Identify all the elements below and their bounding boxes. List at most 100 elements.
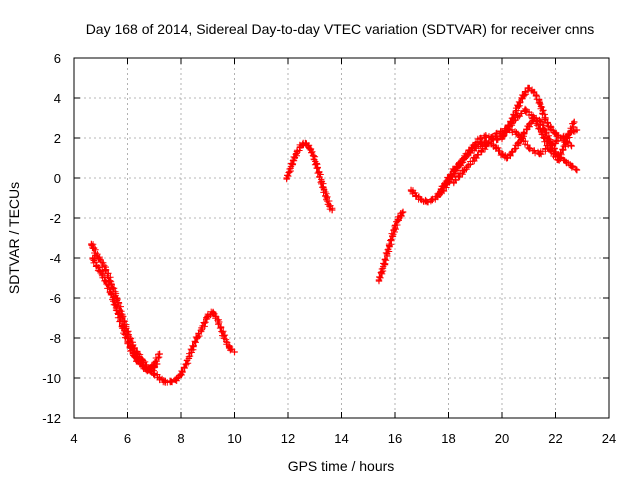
data-point (546, 146, 554, 154)
data-point (318, 178, 325, 186)
data-point (153, 360, 161, 368)
data-point (568, 142, 575, 150)
data-point (167, 378, 174, 386)
data-point (102, 278, 110, 286)
data-point (557, 134, 565, 142)
data-series (88, 84, 581, 386)
data-point (113, 306, 120, 314)
y-tick-label: -6 (49, 291, 61, 306)
series-arc-1b (89, 254, 163, 374)
y-tick-labels: -12 -10 -8 -6 -4 -2 0 2 4 6 (42, 51, 61, 426)
data-point (525, 144, 532, 152)
data-point (93, 262, 100, 270)
data-point (193, 334, 201, 342)
y-tick-label: -8 (49, 331, 61, 346)
data-point (143, 366, 150, 374)
data-point (413, 192, 420, 200)
data-point (520, 92, 527, 100)
axis-ticks (73, 57, 610, 419)
data-point (328, 206, 336, 214)
x-tick-label: 24 (602, 431, 616, 446)
data-point (383, 250, 391, 258)
data-point (391, 224, 399, 232)
data-point (461, 154, 468, 162)
data-point (538, 130, 546, 138)
data-point (204, 312, 211, 320)
y-tick-label: 2 (54, 131, 61, 146)
data-point (477, 134, 484, 142)
data-point (563, 138, 570, 146)
data-point (514, 112, 522, 120)
x-tick-label: 18 (441, 431, 455, 446)
y-tick-label: 6 (54, 51, 61, 66)
data-point (291, 154, 298, 162)
data-point (188, 346, 195, 354)
x-tick-labels: 4 6 8 10 12 14 16 18 20 22 24 (70, 431, 616, 446)
data-point (97, 256, 104, 264)
data-point (378, 268, 385, 276)
data-point (546, 124, 554, 132)
x-tick-label: 12 (281, 431, 295, 446)
data-point (118, 322, 126, 330)
y-tick-label: -2 (49, 211, 61, 226)
data-point (506, 122, 514, 130)
data-point (315, 168, 322, 176)
data-point (445, 174, 452, 182)
data-point (286, 168, 293, 176)
data-point (381, 260, 388, 268)
x-axis-label: GPS time / hours (288, 458, 395, 474)
data-point (97, 268, 104, 276)
data-point (434, 192, 441, 200)
x-tick-label: 10 (227, 431, 241, 446)
data-point (199, 324, 206, 332)
data-point (288, 160, 296, 168)
data-point (156, 374, 163, 382)
y-tick-label: -10 (42, 371, 61, 386)
data-point (472, 154, 479, 162)
data-point (554, 156, 562, 164)
data-point (461, 166, 468, 174)
data-point (536, 150, 543, 158)
data-point (294, 148, 301, 156)
data-point (386, 242, 393, 250)
data-point (215, 318, 222, 326)
data-point (423, 198, 431, 206)
data-point (482, 142, 490, 150)
data-point (394, 216, 401, 224)
data-point (225, 344, 233, 352)
data-point (132, 352, 139, 360)
data-point (231, 348, 238, 356)
data-point (450, 166, 458, 174)
data-point (429, 196, 436, 204)
data-point (399, 208, 407, 216)
data-point (530, 88, 538, 96)
data-point (326, 202, 333, 210)
data-point (389, 232, 396, 240)
data-point (323, 194, 330, 202)
data-point (493, 130, 500, 138)
data-point (450, 178, 458, 186)
data-point (466, 148, 474, 156)
data-point (310, 152, 317, 160)
data-point (525, 84, 532, 92)
data-point (456, 160, 463, 168)
data-point (148, 368, 155, 376)
data-point (498, 150, 506, 158)
data-point (124, 338, 131, 346)
data-point (320, 186, 328, 194)
data-point (439, 182, 447, 190)
data-point (522, 106, 530, 114)
data-point (514, 130, 522, 138)
series-arc-2 (283, 139, 336, 214)
data-point (573, 166, 581, 174)
chart-title: Day 168 of 2014, Sidereal Day-to-day VTE… (86, 21, 595, 37)
data-point (472, 144, 479, 152)
data-point (126, 342, 134, 350)
data-point (137, 360, 145, 368)
data-point (183, 360, 190, 368)
data-point (509, 148, 516, 156)
x-tick-label: 6 (124, 431, 131, 446)
data-point (220, 332, 227, 340)
data-point (172, 376, 179, 384)
